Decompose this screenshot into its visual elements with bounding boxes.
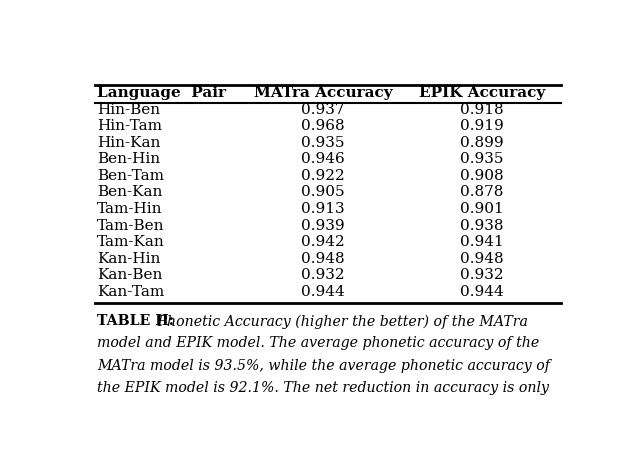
Text: Hin-Ben: Hin-Ben [97, 103, 161, 117]
Text: Phonetic Accuracy (higher the better) of the MATra: Phonetic Accuracy (higher the better) of… [153, 314, 528, 328]
Text: 0.939: 0.939 [301, 218, 345, 233]
Text: 0.946: 0.946 [301, 153, 345, 166]
Text: 0.905: 0.905 [301, 185, 345, 200]
Text: 0.935: 0.935 [301, 136, 345, 150]
Text: 0.948: 0.948 [460, 252, 504, 266]
Text: Ben-Hin: Ben-Hin [97, 153, 161, 166]
Text: Kan-Ben: Kan-Ben [97, 268, 163, 282]
Text: 0.913: 0.913 [301, 202, 345, 216]
Text: MATra model is 93.5%, while the average phonetic accuracy of: MATra model is 93.5%, while the average … [97, 359, 550, 373]
Text: 0.942: 0.942 [301, 235, 345, 249]
Text: Hin-Tam: Hin-Tam [97, 119, 163, 133]
Text: Ben-Tam: Ben-Tam [97, 169, 164, 183]
Text: 0.941: 0.941 [460, 235, 504, 249]
Text: 0.944: 0.944 [301, 285, 345, 299]
Text: 0.932: 0.932 [460, 268, 504, 282]
Text: 0.922: 0.922 [301, 169, 345, 183]
Text: Kan-Hin: Kan-Hin [97, 252, 161, 266]
Text: 0.901: 0.901 [460, 202, 504, 216]
Text: 0.938: 0.938 [460, 218, 504, 233]
Text: 0.968: 0.968 [301, 119, 345, 133]
Text: 0.944: 0.944 [460, 285, 504, 299]
Text: Kan-Tam: Kan-Tam [97, 285, 164, 299]
Text: 0.919: 0.919 [460, 119, 504, 133]
Text: 0.878: 0.878 [460, 185, 504, 200]
Text: the EPIK model is 92.1%. The net reduction in accuracy is only: the EPIK model is 92.1%. The net reducti… [97, 381, 549, 395]
Text: 0.908: 0.908 [460, 169, 504, 183]
Text: 0.932: 0.932 [301, 268, 345, 282]
Text: Tam-Ben: Tam-Ben [97, 218, 165, 233]
Text: 0.937: 0.937 [301, 103, 345, 117]
Text: Language  Pair: Language Pair [97, 86, 227, 100]
Text: 0.935: 0.935 [460, 153, 504, 166]
Text: 0.899: 0.899 [460, 136, 504, 150]
Text: Tam-Hin: Tam-Hin [97, 202, 163, 216]
Text: Hin-Kan: Hin-Kan [97, 136, 161, 150]
Text: TABLE II:: TABLE II: [97, 314, 174, 328]
Text: EPIK Accuracy: EPIK Accuracy [419, 86, 545, 100]
Text: Tam-Kan: Tam-Kan [97, 235, 165, 249]
Text: model and EPIK model. The average phonetic accuracy of the: model and EPIK model. The average phonet… [97, 336, 540, 350]
Text: Ben-Kan: Ben-Kan [97, 185, 163, 200]
Text: 0.918: 0.918 [460, 103, 504, 117]
Text: MATra Accuracy: MATra Accuracy [253, 86, 392, 100]
Text: 0.948: 0.948 [301, 252, 345, 266]
